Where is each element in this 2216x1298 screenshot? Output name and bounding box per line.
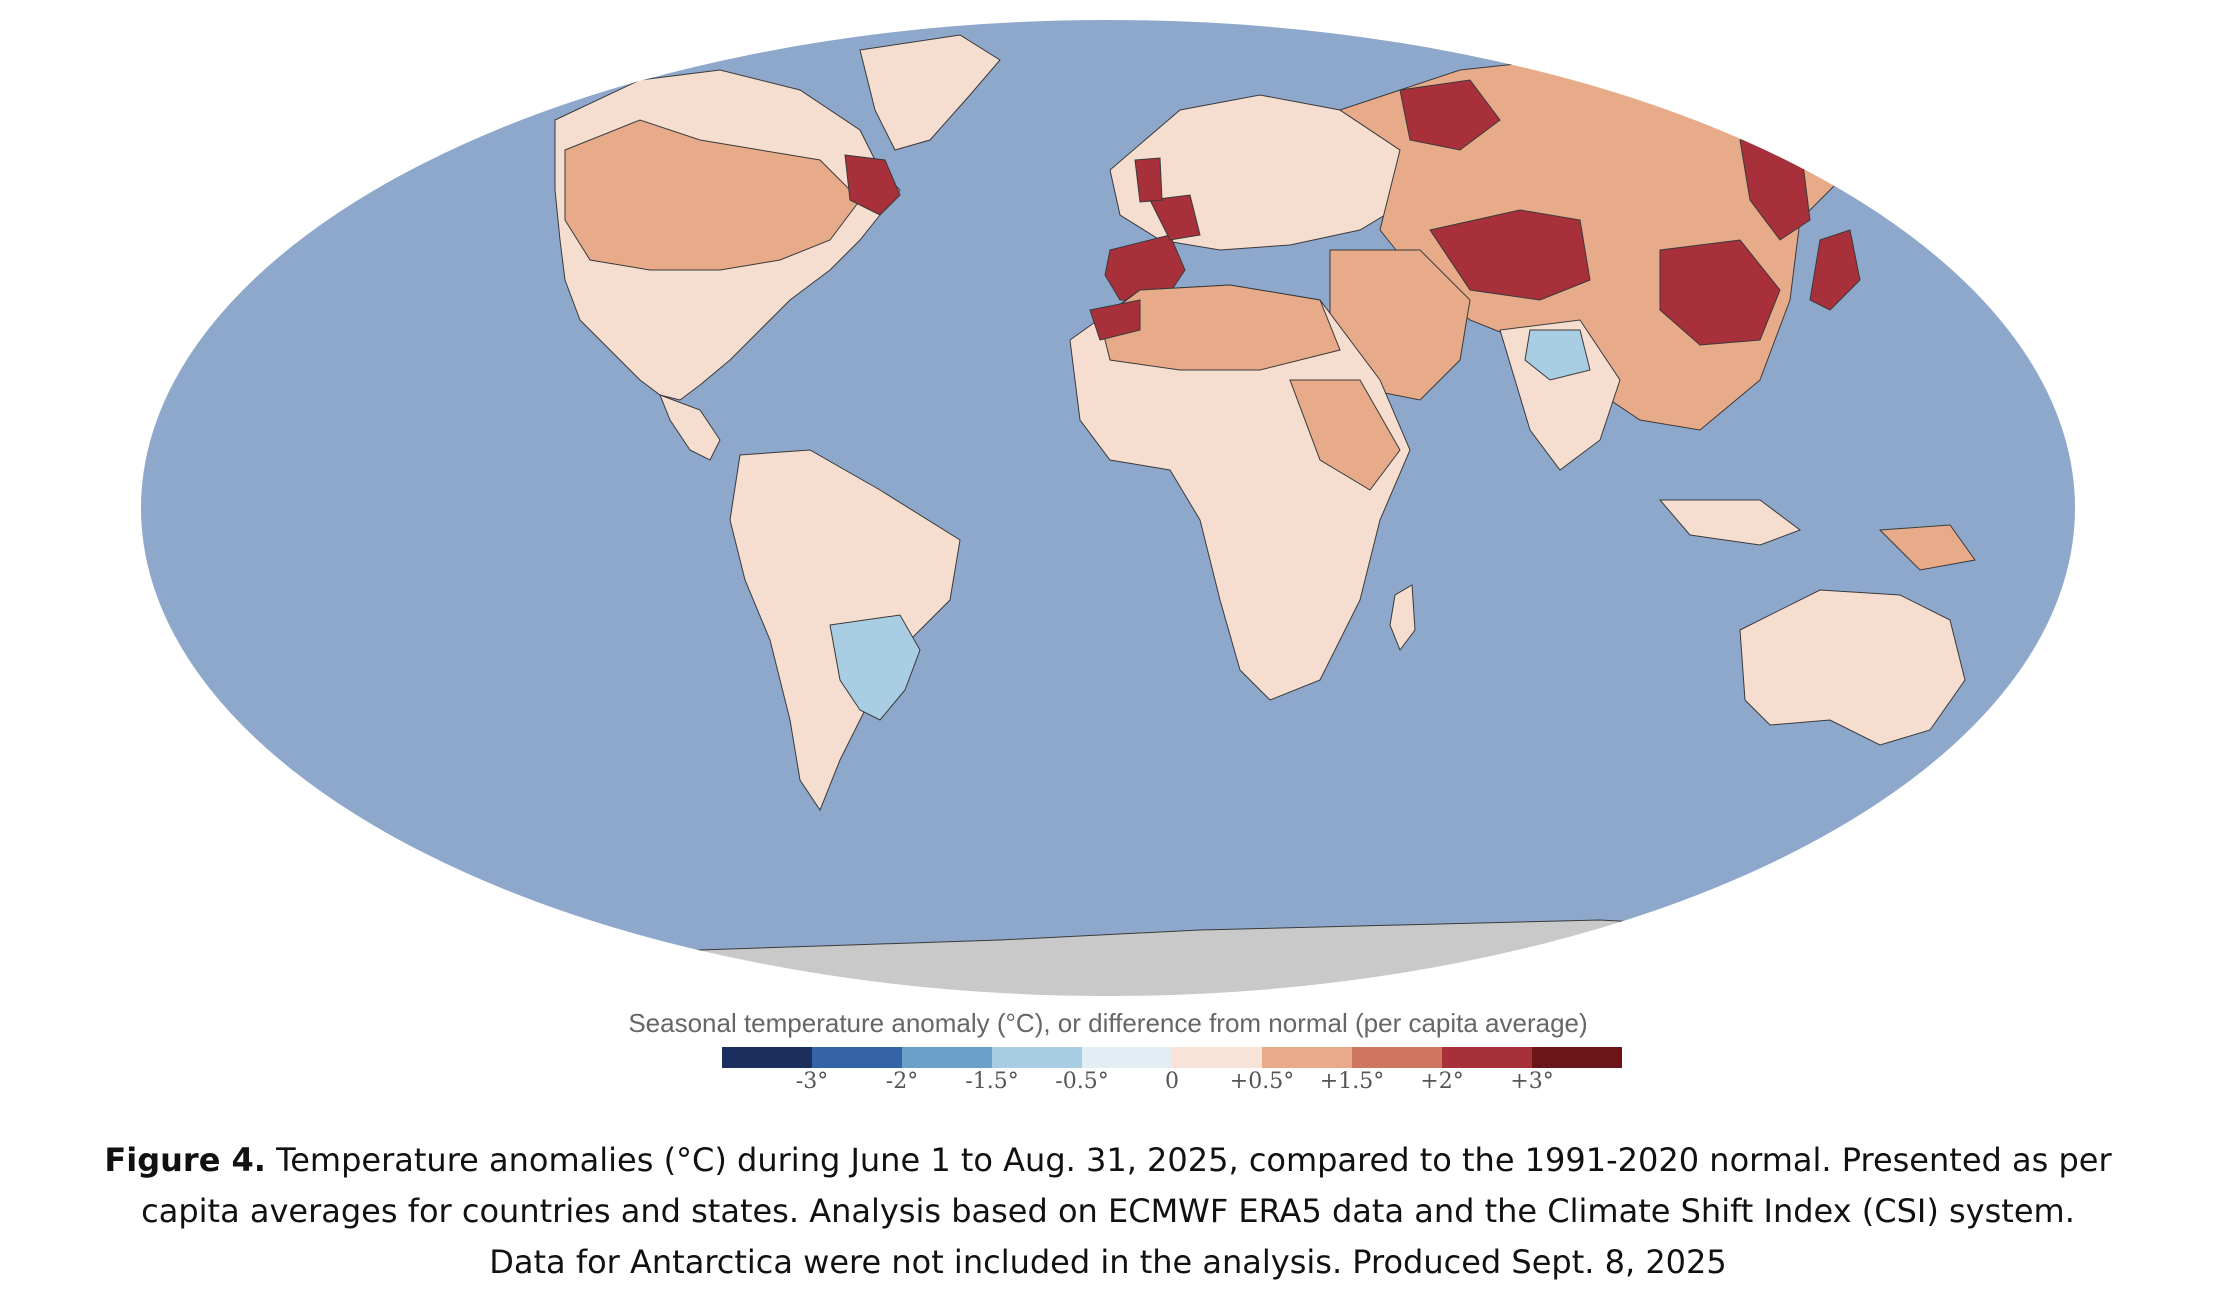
legend-title: Seasonal temperature anomaly (°C), or di… bbox=[628, 1008, 1588, 1038]
greenland bbox=[859, 34, 1001, 151]
legend-tick-label: -0.5° bbox=[1055, 1069, 1109, 1094]
legend-tick-label: 0 bbox=[1165, 1069, 1179, 1094]
western-europe-hot bbox=[1149, 194, 1201, 241]
quebec-hot bbox=[844, 154, 901, 216]
indonesia bbox=[1658, 499, 1802, 546]
legend-swatch bbox=[1082, 1047, 1172, 1068]
legend-tick-label: -3° bbox=[795, 1069, 829, 1094]
central-asia-hot bbox=[1429, 209, 1591, 301]
caption-text: Temperature anomalies (°C) during June 1… bbox=[141, 1141, 2112, 1281]
legend-tick-label: +1.5° bbox=[1319, 1069, 1385, 1094]
globe-outline bbox=[139, 18, 2077, 998]
legend-tick-label: +2° bbox=[1420, 1069, 1464, 1094]
uk-hot bbox=[1134, 157, 1163, 203]
madagascar bbox=[1389, 584, 1416, 652]
legend-tick-label: +0.5° bbox=[1229, 1069, 1295, 1094]
legend-swatch bbox=[1532, 1047, 1622, 1068]
legend-swatch bbox=[1352, 1047, 1442, 1068]
world-map bbox=[139, 18, 2077, 998]
legend-swatch bbox=[1172, 1047, 1262, 1068]
legend-swatch bbox=[1442, 1047, 1532, 1068]
legend-swatch bbox=[722, 1047, 812, 1068]
legend-swatch bbox=[992, 1047, 1082, 1068]
legend-swatch bbox=[902, 1047, 992, 1068]
legend-swatch bbox=[812, 1047, 902, 1068]
figure-caption: Figure 4. Temperature anomalies (°C) dur… bbox=[100, 1135, 2116, 1288]
legend-color-bar bbox=[722, 1047, 1622, 1068]
south-america-cool bbox=[829, 614, 921, 721]
north-america-warm bbox=[564, 119, 861, 271]
new-guinea bbox=[1878, 524, 1976, 571]
new-zealand bbox=[1974, 734, 2031, 791]
caption-label: Figure 4. bbox=[104, 1141, 266, 1179]
north-africa-warm bbox=[1099, 284, 1341, 371]
india-cool bbox=[1524, 329, 1591, 381]
russia-north-hot bbox=[1399, 79, 1501, 151]
legend-swatch bbox=[1262, 1047, 1352, 1068]
japan-hot bbox=[1809, 229, 1861, 311]
legend-tick-label: +3° bbox=[1510, 1069, 1554, 1094]
australia bbox=[1739, 589, 1966, 746]
legend-tick-labels: -3° -2° -1.5° -0.5° 0 +0.5° +1.5° +2° +3° bbox=[722, 1069, 1622, 1103]
legend-tick-label: -2° bbox=[885, 1069, 919, 1094]
ocean bbox=[140, 19, 2076, 997]
legend-tick-label: -1.5° bbox=[965, 1069, 1019, 1094]
east-asia-hot bbox=[1659, 239, 1781, 346]
central-america bbox=[659, 394, 721, 461]
east-africa-warm bbox=[1289, 379, 1401, 491]
morocco-hot bbox=[1089, 299, 1141, 341]
